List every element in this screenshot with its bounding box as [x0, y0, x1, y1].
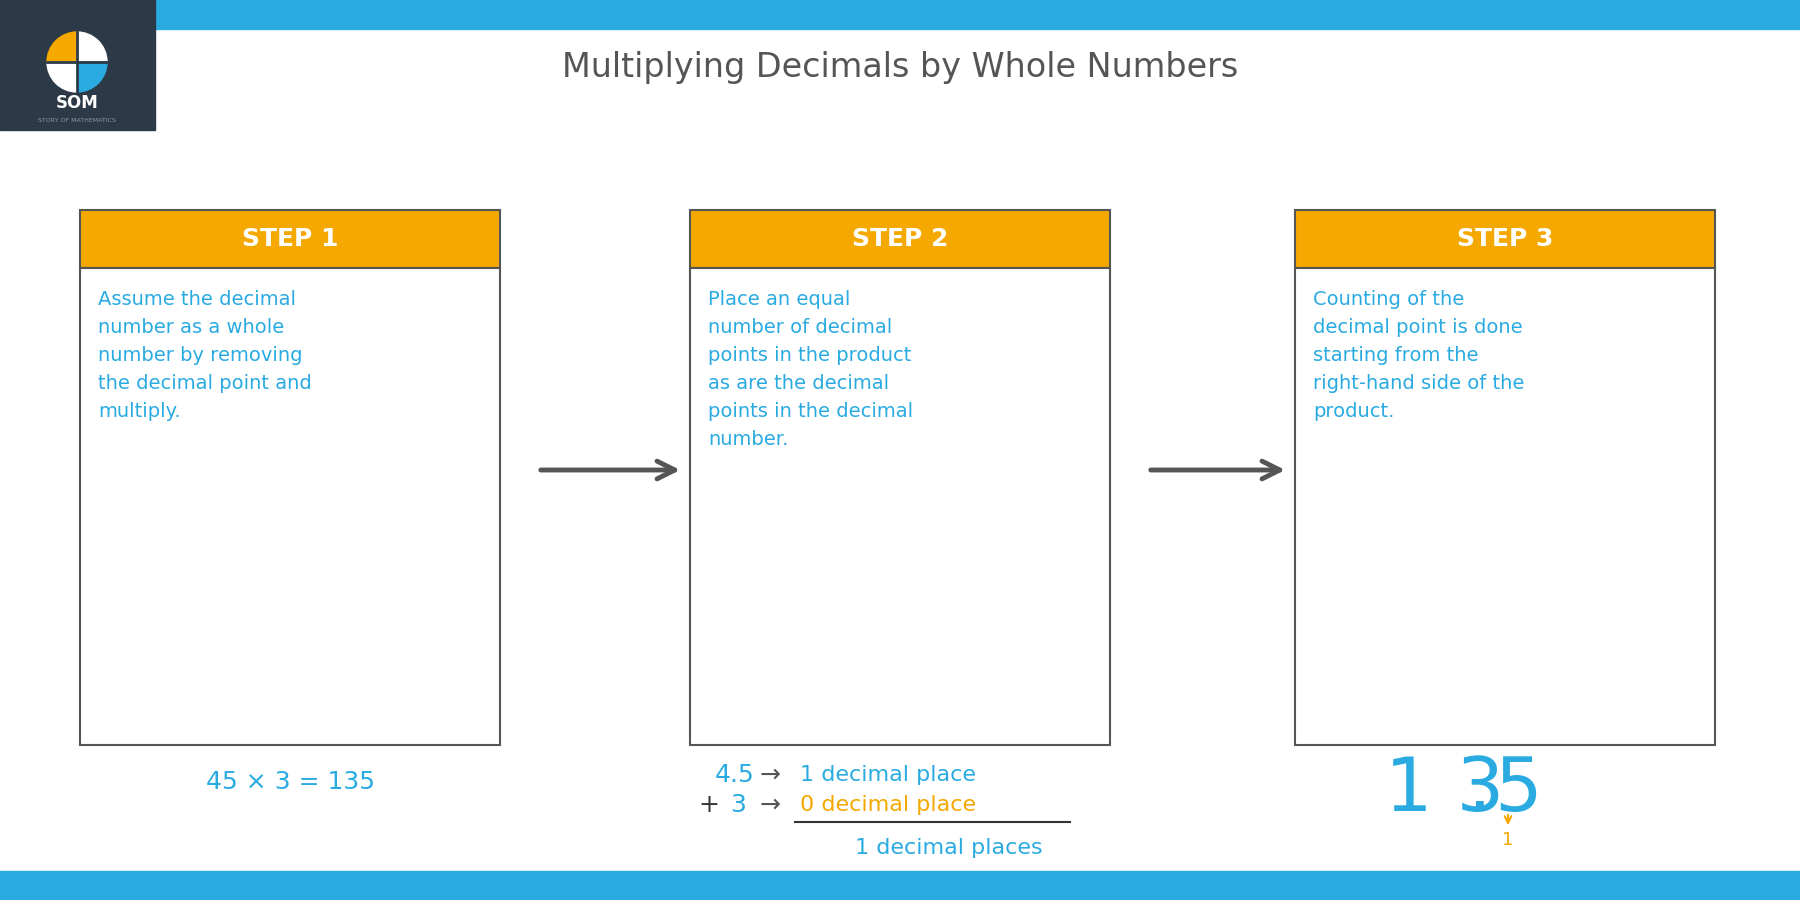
Text: 1 3: 1 3 [1384, 753, 1505, 826]
Text: →: → [760, 793, 781, 817]
Bar [0, 0, 155, 130]
Text: STORY OF MATHEMATICS: STORY OF MATHEMATICS [38, 118, 115, 122]
Text: 3: 3 [715, 793, 747, 817]
Text: .: . [1469, 753, 1492, 826]
Text: 1: 1 [1503, 831, 1514, 849]
Text: STEP 2: STEP 2 [851, 227, 949, 251]
Text: Counting of the
decimal point is done
starting from the
right-hand side of the
p: Counting of the decimal point is done st… [1312, 290, 1525, 421]
Text: →: → [760, 763, 781, 787]
Wedge shape [77, 62, 106, 92]
Bar [689, 210, 1111, 268]
Text: Multiplying Decimals by Whole Numbers: Multiplying Decimals by Whole Numbers [562, 51, 1238, 85]
Bar [0, 0, 1800, 29]
Text: 5: 5 [1494, 753, 1541, 826]
Text: 45 × 3 = 135: 45 × 3 = 135 [205, 770, 374, 794]
Text: Place an equal
number of decimal
points in the product
as are the decimal
points: Place an equal number of decimal points … [707, 290, 913, 449]
Bar [1294, 268, 1715, 745]
Bar [79, 268, 500, 745]
Text: STEP 3: STEP 3 [1456, 227, 1553, 251]
Text: 4.5: 4.5 [715, 763, 754, 787]
Text: 0 decimal place: 0 decimal place [799, 795, 976, 815]
Bar [1294, 210, 1715, 268]
Wedge shape [47, 32, 77, 62]
Bar [0, 871, 1800, 900]
Bar [689, 268, 1111, 745]
Text: STEP 1: STEP 1 [241, 227, 338, 251]
Text: 1 decimal place: 1 decimal place [799, 765, 976, 785]
Text: SOM: SOM [56, 94, 99, 112]
Text: Assume the decimal
number as a whole
number by removing
the decimal point and
mu: Assume the decimal number as a whole num… [97, 290, 311, 421]
Text: 1 decimal places: 1 decimal places [855, 838, 1042, 858]
Text: +: + [698, 793, 718, 817]
Wedge shape [47, 62, 77, 92]
Wedge shape [77, 32, 106, 62]
Bar [79, 210, 500, 268]
